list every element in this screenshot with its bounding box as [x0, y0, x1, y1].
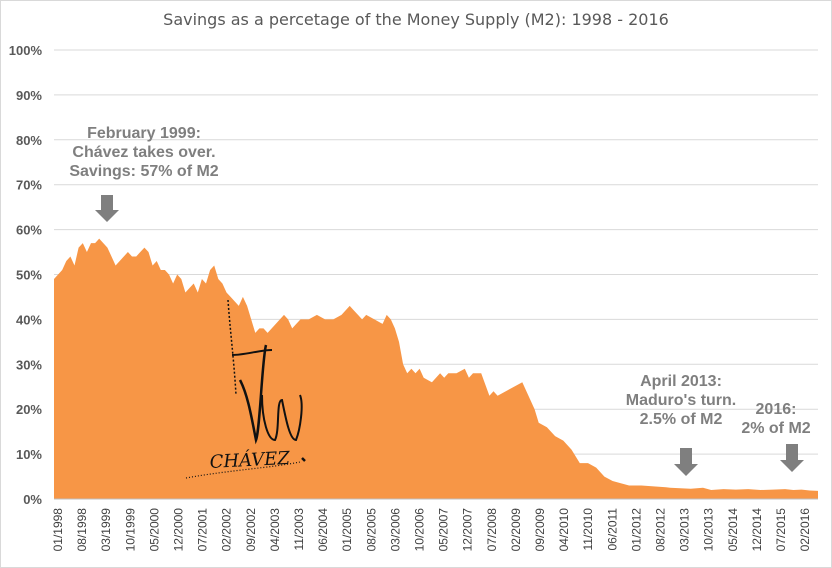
signature-image: CHÁVEZ: [185, 299, 306, 479]
y-tick-label: 70%: [16, 178, 42, 193]
svg-text:CHÁVEZ: CHÁVEZ: [209, 446, 291, 473]
down-arrow-icon: [674, 448, 698, 476]
x-tick-label: 04/2003: [268, 508, 282, 552]
x-tick-label: 02/2009: [509, 508, 523, 552]
savings-area: [54, 238, 818, 499]
down-arrow-icon: [95, 195, 119, 222]
x-tick-label: 03/2006: [388, 508, 402, 552]
x-tick-label: 01/1998: [51, 508, 65, 552]
x-tick-label: 11/2010: [581, 508, 595, 551]
x-tick-label: 10/2006: [413, 508, 427, 552]
axes: 0% 10% 20% 30% 40% 50% 60% 70% 80% 90% 100% 01/1998…: [9, 43, 818, 551]
x-tick-label: 07/2001: [196, 508, 210, 552]
annotation-text: 2.5% of M2: [640, 411, 723, 428]
x-tick-label: 02/2016: [798, 508, 812, 552]
x-tick-label: 03/1999: [99, 508, 113, 552]
annotation-text: Chávez takes over.: [72, 144, 215, 161]
x-tick-label: 04/2010: [557, 508, 571, 552]
x-tick-label: 01/2005: [340, 508, 354, 552]
x-tick-label: 12/2014: [750, 508, 764, 552]
x-tick-label: 01/2012: [629, 508, 643, 552]
x-tick-label: 05/2014: [726, 508, 740, 552]
chart-title: Savings as a percetage of the Money Supp…: [163, 10, 669, 29]
y-tick-label: 0%: [23, 492, 42, 507]
y-tick-label: 10%: [16, 447, 42, 462]
y-tick-label: 100%: [9, 43, 43, 58]
x-tick-label: 06/2011: [605, 508, 619, 551]
annotations: February 1999: Chávez takes over. Savings:…: [69, 125, 811, 476]
y-tick-label: 50%: [16, 268, 42, 283]
y-tick-label: 30%: [16, 357, 42, 372]
x-tick-label: 06/2004: [316, 508, 330, 552]
area-layer: [54, 238, 818, 499]
annotation-text: Maduro's turn.: [626, 392, 736, 409]
annotation-text: April 2013:: [640, 373, 722, 390]
x-tick-label: 11/2003: [292, 508, 306, 551]
x-tick-label: 07/2008: [485, 508, 499, 552]
x-tick-label: 09/2009: [533, 508, 547, 552]
x-tick-label: 05/2000: [147, 508, 161, 552]
x-tick-label: 08/1998: [75, 508, 89, 552]
x-tick-label: 07/2015: [774, 508, 788, 552]
x-tick-label: 10/2013: [702, 508, 716, 552]
y-tick-label: 60%: [16, 223, 42, 238]
annotation-text: Savings: 57% of M2: [69, 163, 218, 180]
down-arrow-icon: [780, 444, 804, 472]
x-tick-label: 08/2012: [654, 508, 668, 552]
y-tick-label: 90%: [16, 88, 42, 103]
x-tick-label: 09/2002: [244, 508, 258, 552]
y-tick-label: 20%: [16, 402, 42, 417]
x-tick-label: 12/2000: [172, 508, 186, 552]
x-tick-label: 05/2007: [437, 508, 451, 552]
annotation-text: 2016:: [756, 401, 797, 418]
y-tick-label: 80%: [16, 133, 42, 148]
x-tick-label: 12/2007: [461, 508, 475, 552]
x-tick-label: 03/2013: [678, 508, 692, 552]
x-tick-label: 08/2005: [364, 508, 378, 552]
y-tick-label: 40%: [16, 312, 42, 327]
x-tick-label: 10/1999: [123, 508, 137, 552]
annotation-text: 2% of M2: [741, 420, 810, 437]
annotation-text: February 1999:: [87, 125, 201, 142]
x-tick-label: 02/2002: [220, 508, 234, 552]
